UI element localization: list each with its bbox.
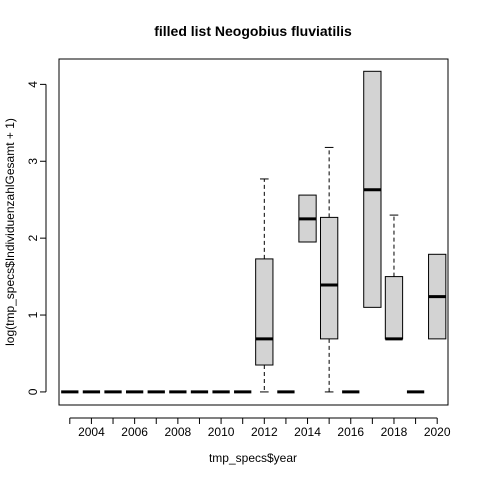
y-axis-label: log(tmp_specs$IndividuenzahlGesamt + 1) bbox=[3, 118, 17, 346]
box-2012 bbox=[255, 178, 274, 393]
y-tick-label: 0 bbox=[26, 388, 40, 395]
x-tick-label: 2016 bbox=[337, 425, 364, 439]
y-tick-label: 3 bbox=[26, 158, 40, 165]
x-tick-label: 2018 bbox=[381, 425, 408, 439]
x-axis-label: tmp_specs$year bbox=[209, 451, 297, 465]
y-tick-label: 1 bbox=[26, 311, 40, 318]
box-2015 bbox=[319, 146, 339, 393]
x-tick-label: 2014 bbox=[294, 425, 321, 439]
box-2014 bbox=[298, 194, 317, 243]
box-2018 bbox=[384, 214, 404, 341]
x-tick-label: 2020 bbox=[424, 425, 451, 439]
x-tick-label: 2012 bbox=[251, 425, 278, 439]
box-body bbox=[255, 258, 274, 366]
x-tick-label: 2008 bbox=[165, 425, 192, 439]
y-tick-label: 2 bbox=[26, 234, 40, 241]
y-tick-label: 4 bbox=[26, 81, 40, 88]
x-tick-label: 2010 bbox=[208, 425, 235, 439]
x-axis: 2004 2006 2008 2010 2012 2014 2016 2018 2020 bbox=[69, 417, 451, 439]
plot-frame bbox=[58, 58, 449, 406]
box-2017 bbox=[363, 70, 382, 308]
boxes-group bbox=[61, 70, 447, 394]
box-body bbox=[384, 276, 404, 340]
box-2020 bbox=[428, 253, 447, 340]
box-body bbox=[319, 216, 339, 340]
x-tick-label: 2004 bbox=[78, 425, 105, 439]
chart-title: filled list Neogobius fluviatilis bbox=[154, 23, 352, 39]
y-axis: 0 1 2 3 4 bbox=[26, 81, 47, 395]
x-tick-label: 2006 bbox=[121, 425, 148, 439]
